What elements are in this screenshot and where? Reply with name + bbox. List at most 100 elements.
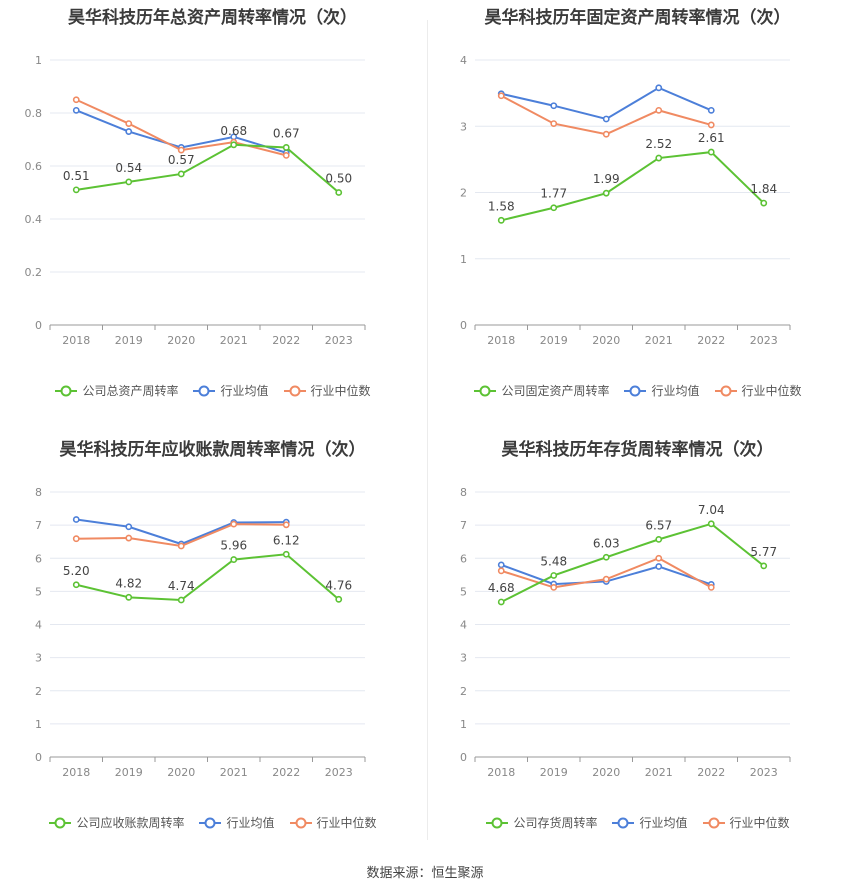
y-tick-label: 6 — [460, 552, 467, 565]
legend-swatch-icon — [199, 817, 222, 828]
data-point-company — [602, 553, 610, 561]
data-point-avg — [125, 128, 133, 135]
y-tick-label: 7 — [35, 519, 42, 532]
data-point-company — [707, 148, 715, 156]
data-point-avg — [72, 516, 80, 523]
data-label: 0.54 — [115, 161, 142, 175]
legend-label: 公司应收账款周转率 — [76, 816, 185, 830]
data-source-note: 数据来源：恒生聚源 — [366, 866, 484, 881]
y-tick-label: 8 — [35, 486, 42, 499]
x-tick-label: 2018 — [62, 334, 90, 347]
data-point-avg — [72, 106, 80, 114]
x-tick-label: 2020 — [592, 766, 620, 779]
x-tick-label: 2021 — [645, 334, 673, 347]
data-point-company — [230, 141, 238, 149]
x-tick-label: 2018 — [487, 334, 515, 347]
x-tick-label: 2018 — [62, 766, 90, 779]
legend-label: 公司存货周转率 — [513, 816, 598, 830]
y-tick-label: 1 — [35, 54, 42, 67]
legend-item-avg[interactable]: 行业均值 — [192, 382, 269, 399]
chart-legend: 公司存货周转率 行业均值 行业中位数 — [425, 814, 850, 831]
data-point-company — [125, 178, 133, 186]
series-line-company — [500, 522, 765, 603]
series-line-company — [76, 553, 340, 602]
legend-item-company[interactable]: 公司总资产周转率 — [54, 382, 178, 399]
legend-item-avg[interactable]: 行业均值 — [623, 382, 700, 399]
x-tick-label: 2022 — [272, 766, 300, 779]
data-point-median — [550, 120, 558, 127]
chart-legend: 公司固定资产周转率 行业均值 行业中位数 — [425, 382, 850, 399]
legend-label: 行业均值 — [220, 384, 269, 398]
x-tick-label: 2019 — [115, 334, 143, 347]
legend-item-company[interactable]: 公司应收账款周转率 — [48, 814, 184, 831]
x-tick-label: 2022 — [697, 334, 725, 347]
data-point-avg — [497, 561, 505, 569]
data-point-median — [282, 151, 290, 159]
chart-svg: 0 1 2 3 4 2018 2019 2020 2021 2022 2023 1.58 1.77 1.9… — [460, 54, 791, 347]
data-point-company — [230, 556, 238, 563]
data-point-company — [760, 562, 768, 570]
data-label: 0.57 — [168, 153, 195, 167]
data-point-avg — [125, 523, 133, 531]
series-line-avg — [501, 86, 712, 121]
legend-swatch-icon — [55, 385, 78, 396]
legend-item-median[interactable]: 行业中位数 — [702, 814, 790, 831]
legend-label: 行业均值 — [226, 816, 275, 830]
legend-item-median[interactable]: 行业中位数 — [283, 382, 371, 399]
legend-swatch-icon — [612, 817, 635, 828]
data-point-avg — [550, 102, 558, 110]
data-point-company — [655, 154, 663, 162]
data-point-median — [655, 554, 663, 562]
data-label: 1.77 — [540, 187, 567, 201]
data-label: 4.76 — [325, 578, 352, 592]
chart-svg: 0 1 2 3 4 5 6 7 8 2018 2019 2020 2021 2022 2023 4.68 5.4… — [460, 486, 791, 779]
y-tick-label: 2 — [460, 187, 467, 200]
y-tick-label: 3 — [460, 652, 467, 665]
legend-item-median[interactable]: 行业中位数 — [289, 814, 377, 831]
data-label: 7.04 — [698, 503, 725, 517]
legend-item-median[interactable]: 行业中位数 — [714, 382, 802, 399]
y-tick-label: 1 — [35, 718, 42, 731]
y-tick-label: 0.4 — [25, 213, 43, 226]
panel-divider — [427, 20, 428, 840]
legend-item-avg[interactable]: 行业均值 — [611, 814, 688, 831]
data-label: 6.57 — [645, 518, 672, 532]
data-point-median — [72, 96, 80, 104]
data-label: 6.12 — [273, 533, 300, 547]
x-tick-label: 2019 — [540, 334, 568, 347]
data-point-company — [335, 595, 343, 603]
data-point-company — [760, 199, 768, 207]
x-tick-label: 2020 — [592, 334, 620, 347]
data-point-median — [230, 520, 238, 528]
legend-item-company[interactable]: 公司固定资产周转率 — [473, 382, 609, 399]
data-point-median — [177, 542, 185, 550]
x-tick-label: 2021 — [220, 766, 248, 779]
x-tick-label: 2019 — [115, 766, 143, 779]
y-tick-label: 0.2 — [25, 266, 43, 279]
legend-swatch-icon — [714, 385, 737, 396]
legend-item-avg[interactable]: 行业均值 — [198, 814, 275, 831]
y-tick-label: 4 — [35, 619, 42, 632]
chart-svg: 0 0.2 0.4 0.6 0.8 1 2018 2019 2020 2021 2022 2023 0.… — [25, 54, 366, 347]
y-tick-label: 1 — [460, 253, 467, 266]
y-tick-label: 5 — [35, 585, 42, 598]
series-line-company — [76, 143, 340, 194]
y-tick-label: 0 — [35, 751, 42, 764]
y-tick-label: 0 — [460, 319, 467, 332]
y-tick-label: 0 — [35, 319, 42, 332]
y-tick-label: 0.8 — [25, 107, 43, 120]
y-tick-label: 4 — [460, 619, 467, 632]
y-tick-label: 5 — [460, 585, 467, 598]
legend-item-company[interactable]: 公司存货周转率 — [485, 814, 597, 831]
legend-swatch-icon — [289, 817, 312, 828]
data-label: 5.77 — [750, 545, 777, 559]
data-label: 0.50 — [325, 172, 352, 186]
x-tick-label: 2018 — [487, 766, 515, 779]
data-point-avg — [602, 115, 610, 123]
data-point-company — [497, 598, 505, 606]
data-point-company — [177, 170, 185, 178]
x-tick-label: 2023 — [325, 766, 353, 779]
data-point-company — [550, 204, 558, 212]
data-label: 1.58 — [488, 199, 515, 213]
data-label: 0.51 — [63, 169, 90, 183]
